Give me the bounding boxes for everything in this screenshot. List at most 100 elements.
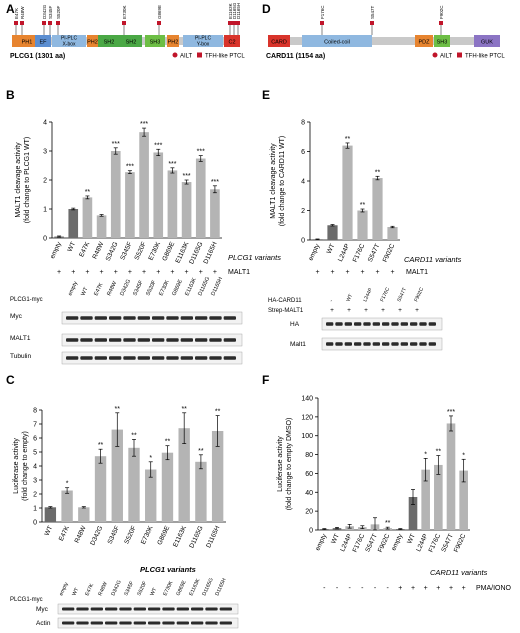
- plcg1-domain-label: X-box: [62, 42, 76, 48]
- significance-label: **: [165, 439, 171, 446]
- significance-label: ***: [211, 179, 219, 186]
- x-tick-label: G869E: [161, 240, 176, 262]
- blot-lane-label: empty: [58, 581, 70, 597]
- blot-c-actin-band: [219, 621, 232, 625]
- plcg1-mutation-marker: [42, 21, 46, 25]
- blot-b-myc-band: [166, 316, 179, 320]
- significance-label: *: [149, 455, 152, 462]
- card11-domain-label: GUK: [481, 40, 493, 46]
- bar: [408, 497, 418, 530]
- significance-label: ***: [168, 161, 176, 168]
- blot-lane-label: D342G: [119, 279, 132, 297]
- y-axis-label-line: MALT1 cleavage activity: [270, 143, 277, 219]
- x-tick-label: empty: [314, 532, 328, 552]
- blot-c-myc-band: [219, 607, 232, 611]
- blot-e-malt1-band: [335, 342, 343, 346]
- plcg1-mutation-label: E730K: [122, 5, 127, 19]
- malt1-row-label: MALT1: [228, 269, 250, 276]
- blot-c-myc-band: [119, 607, 132, 611]
- card11-domain-card: [268, 35, 290, 47]
- y-axis-label-line: (fold change to CARD11 WT): [279, 136, 286, 227]
- bar: [181, 182, 192, 238]
- plcg1-domain-sh2: [120, 35, 142, 47]
- pma-row-mark: -: [336, 585, 339, 592]
- blot-b-myc-band: [195, 316, 208, 320]
- blot-b-myc-band: [209, 316, 222, 320]
- x-tick-label: D342G: [89, 525, 104, 547]
- malt1-row-mark: +: [128, 269, 132, 276]
- bar: [357, 210, 368, 240]
- blot-c-actin-band: [62, 621, 75, 625]
- significance-label: ***: [447, 409, 455, 416]
- blot-b-malt1-band: [223, 338, 236, 342]
- significance-label: **: [98, 442, 104, 449]
- blot-e-malt1-band: [400, 342, 408, 346]
- blot-b-myc-band: [152, 316, 165, 320]
- significance-label: **: [181, 406, 187, 413]
- bar: [342, 145, 353, 240]
- bar: [111, 429, 123, 522]
- plcg1-domain-label: SH2: [126, 40, 137, 46]
- x-tick-label: empty: [49, 240, 63, 260]
- blot-e-malt1-band: [428, 342, 436, 346]
- blot-header-mark: +: [347, 307, 351, 314]
- card11-legend-ailt: AILT: [440, 54, 453, 60]
- x-tick-label: E47K: [78, 240, 91, 258]
- y-tick-label: 8: [301, 120, 305, 127]
- malt1-row-mark: +: [142, 269, 146, 276]
- malt1-row-mark: +: [170, 269, 174, 276]
- blot-row-label: Myc: [36, 606, 49, 613]
- panel-letter-f: F: [262, 373, 269, 387]
- blot-c-myc-band: [205, 607, 218, 611]
- plcg1-mutation-marker: [56, 21, 60, 25]
- pma-row-mark: -: [348, 585, 351, 592]
- blot-row-label: Tubulin: [10, 353, 31, 360]
- blot-row-label: Malt1: [290, 341, 306, 348]
- blot-header-mark: +: [330, 307, 334, 314]
- blot-c-myc-band: [191, 607, 204, 611]
- bar: [434, 464, 443, 530]
- blot-b-malt1-band: [195, 338, 208, 342]
- card11-backbone: [268, 37, 500, 45]
- bar: [195, 158, 206, 238]
- blot-header-mark: +: [398, 307, 402, 314]
- plcg1-mutation-marker: [122, 21, 126, 25]
- blot-b-myc-band: [80, 316, 93, 320]
- plcg1-domain-label: SH3: [150, 40, 161, 46]
- card11-mutation-marker: [370, 21, 374, 25]
- chart-f: 0 20 40 60 80 100 120 140 Luciferase activity (fo…: [277, 396, 512, 593]
- blot-header-mark: -: [328, 298, 334, 302]
- plcg1-mutation-label: S345F: [48, 5, 53, 19]
- blot-lane-label: G869E: [175, 579, 187, 597]
- y-tick-label: 140: [301, 396, 313, 403]
- plcg1-domain-sh3: [145, 35, 165, 47]
- blot-b-myc-band: [94, 316, 107, 320]
- blot-b-tubulin-band: [109, 356, 122, 360]
- plcg1-domain-pi-plc-y-box: [183, 35, 223, 47]
- x-tick-label: G869E: [156, 524, 171, 546]
- plcg1-mutation-label: S520F: [56, 5, 61, 19]
- blot-c-actin-band: [133, 621, 146, 625]
- blot-c-actin-band: [205, 621, 218, 625]
- blot-lane-label: S345F: [123, 580, 135, 596]
- blot-lane-label: D1165H: [210, 276, 224, 296]
- blot-b-tubulin-band: [152, 356, 165, 360]
- chart-e: 0 2 4 6 8 MALT1 cleavage activity (fold change…: [268, 120, 462, 351]
- blot-row-label: Actin: [36, 620, 51, 627]
- pma-row-label: PMA/IONO: [476, 585, 512, 592]
- blot-b-tubulin-band: [195, 356, 208, 360]
- significance-label: **: [360, 202, 366, 209]
- blot-header: PLCG1-myc: [10, 297, 43, 303]
- plcg1-domain-ef: [35, 35, 51, 47]
- significance-label: **: [215, 409, 221, 416]
- bar: [44, 507, 57, 522]
- blot-e-ha-band: [419, 322, 427, 326]
- card11-mutation-marker: [439, 21, 443, 25]
- plcg1-legend-tfh: TFH-like PTCL: [205, 54, 245, 60]
- blot-header-mark: WT: [345, 293, 354, 303]
- significance-label: **: [198, 448, 204, 455]
- x-axis-title: PLCG1 variants: [140, 565, 196, 574]
- blot-row-label: Myc: [10, 313, 23, 320]
- significance-label: *: [66, 481, 69, 488]
